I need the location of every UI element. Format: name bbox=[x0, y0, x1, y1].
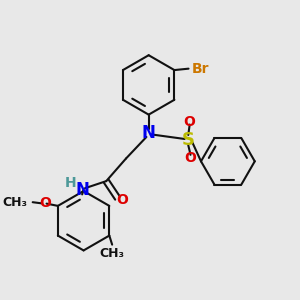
Text: O: O bbox=[184, 151, 196, 165]
Text: N: N bbox=[142, 124, 156, 142]
Text: S: S bbox=[182, 131, 195, 149]
Text: Br: Br bbox=[192, 62, 209, 76]
Text: CH₃: CH₃ bbox=[100, 248, 124, 260]
Text: O: O bbox=[116, 193, 128, 206]
Text: N: N bbox=[75, 182, 89, 200]
Text: H: H bbox=[64, 176, 76, 190]
Text: O: O bbox=[184, 115, 196, 129]
Text: CH₃: CH₃ bbox=[3, 196, 28, 209]
Text: O: O bbox=[39, 196, 51, 210]
